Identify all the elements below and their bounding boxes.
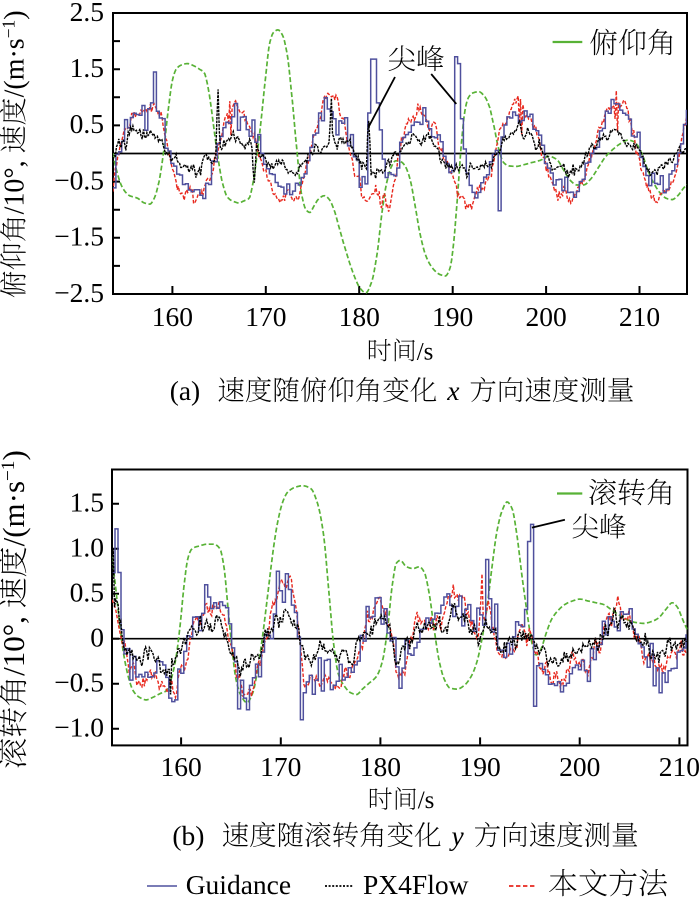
svg-text:/10°,: /10°, — [0, 616, 31, 676]
svg-text:180: 180 — [360, 751, 401, 782]
svg-text:170: 170 — [245, 301, 286, 332]
svg-text:1.5: 1.5 — [70, 487, 104, 518]
svg-text:(a): (a) — [170, 375, 201, 406]
svg-text:180: 180 — [339, 301, 380, 332]
svg-text:y: y — [449, 820, 465, 851]
svg-text:(b): (b) — [172, 820, 204, 851]
svg-text:0: 0 — [90, 622, 104, 653]
svg-text:160: 160 — [152, 301, 193, 332]
svg-text:/10°,: /10°, — [0, 160, 31, 214]
svg-text:210: 210 — [659, 751, 700, 782]
svg-text:1.5: 1.5 — [70, 52, 104, 83]
svg-text:/s: /s — [418, 787, 435, 814]
svg-text:−2.5: −2.5 — [54, 277, 104, 308]
svg-text:−1: −1 — [0, 20, 18, 39]
svg-text:PX4Flow: PX4Flow — [363, 869, 469, 900]
svg-text:−0.5: −0.5 — [54, 667, 104, 698]
svg-text:0.5: 0.5 — [70, 577, 104, 608]
svg-text:−0.5: −0.5 — [54, 164, 104, 195]
svg-text:0.5: 0.5 — [70, 108, 104, 139]
svg-text:210: 210 — [619, 301, 660, 332]
svg-text:200: 200 — [559, 751, 600, 782]
svg-text:2.5: 2.5 — [70, 0, 104, 27]
svg-text:Guidance: Guidance — [186, 869, 291, 900]
svg-text:): ) — [0, 10, 31, 19]
svg-text:160: 160 — [161, 751, 202, 782]
svg-text:190: 190 — [432, 301, 473, 332]
svg-text:−1.0: −1.0 — [54, 712, 104, 743]
svg-text:−1: −1 — [0, 461, 19, 481]
svg-text:−1.5: −1.5 — [54, 221, 104, 252]
svg-text:170: 170 — [260, 751, 301, 782]
svg-text:x: x — [446, 375, 459, 406]
svg-text:1.0: 1.0 — [70, 532, 104, 563]
svg-text:/(m·s: /(m·s — [0, 481, 31, 546]
svg-text:/s: /s — [417, 339, 434, 366]
svg-text:190: 190 — [460, 751, 501, 782]
svg-text:200: 200 — [526, 301, 567, 332]
svg-text:): ) — [0, 450, 31, 460]
svg-text:/(m·s: /(m·s — [0, 38, 31, 97]
